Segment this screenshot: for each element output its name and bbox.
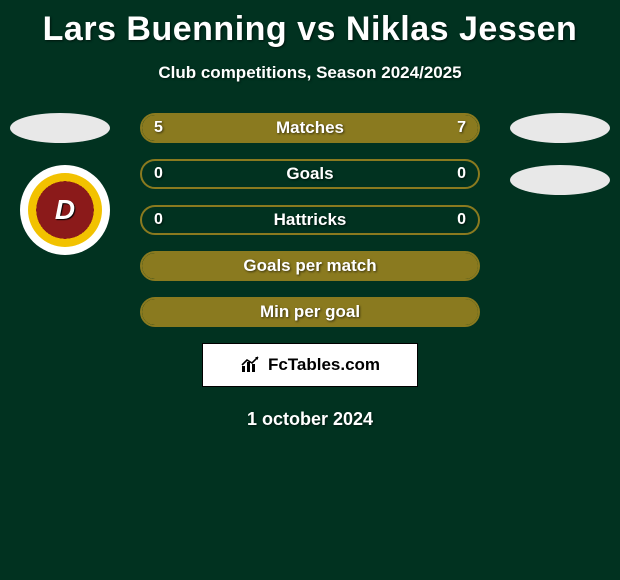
stat-value-right: 7 [457,119,466,137]
stat-value-left: 0 [154,165,163,183]
stat-value-left: 5 [154,119,163,137]
stat-value-left: 0 [154,211,163,229]
page-subtitle: Club competitions, Season 2024/2025 [0,63,620,83]
stat-bars-container: Matches57Goals00Hattricks00Goals per mat… [140,113,480,327]
footer-date: 1 october 2024 [0,409,620,430]
right-player-placeholder-1 [510,113,610,143]
left-club-badge: D [20,165,110,255]
stat-label: Matches [142,118,478,138]
chart-icon [240,356,262,374]
stat-row-matches: Matches5 7 [140,113,480,143]
branding-box: FcTables.com [202,343,418,387]
page-title: Lars Buenning vs Niklas Jessen [0,0,620,49]
stat-row-min_per_goal: Min per goal [140,297,480,327]
stat-label: Goals [142,164,478,184]
club-badge-letter: D [28,173,102,247]
stat-row-hattricks: Hattricks0 0 [140,205,480,235]
right-player-placeholder-2 [510,165,610,195]
stat-value-right: 0 [457,165,466,183]
left-player-placeholder [10,113,110,143]
stat-label: Goals per match [142,256,478,276]
stat-row-goals: Goals0 0 [140,159,480,189]
branding-text: FcTables.com [268,355,380,375]
stat-label: Hattricks [142,210,478,230]
stat-value-right: 0 [457,211,466,229]
stat-label: Min per goal [142,302,478,322]
stat-row-goals_per_match: Goals per match [140,251,480,281]
comparison-area: D Matches57Goals00Hattricks00Goals per m… [0,113,620,327]
